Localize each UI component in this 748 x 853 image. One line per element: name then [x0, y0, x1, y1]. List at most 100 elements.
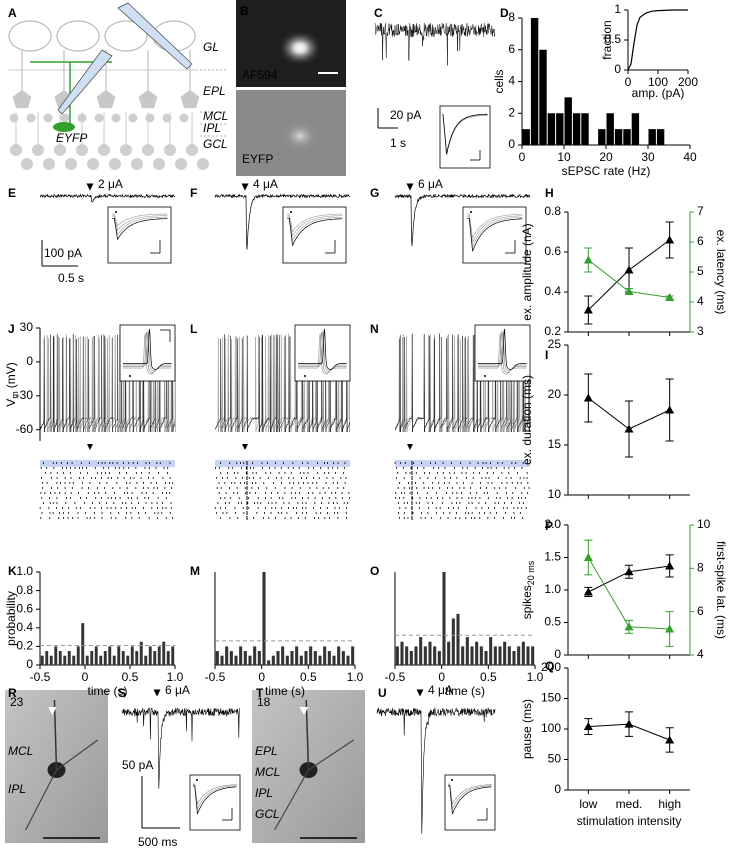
panel-label: U [378, 686, 387, 700]
inset-trace [467, 217, 523, 252]
y-axis-label-text: ex. amplitude (nA) [520, 223, 534, 320]
y-tick-label: 1 [614, 2, 621, 16]
bar [40, 655, 44, 665]
bar [117, 646, 121, 665]
x-tick-label: 0 [82, 670, 89, 684]
x-tick-label: 0 [519, 150, 526, 164]
y-axis-label-text: pause (ms) [520, 699, 534, 759]
stim-dot [484, 375, 486, 377]
y-tick-label: 10 [548, 487, 562, 501]
bar [623, 129, 631, 145]
granule-cell [32, 144, 44, 156]
y-tick-label: 0.6 [16, 601, 33, 615]
x-tick-label: 0 [258, 670, 265, 684]
average-trace [442, 113, 488, 155]
mcl-cell [128, 113, 138, 123]
pipette [57, 49, 113, 115]
y-axis-label-text: spikes [520, 585, 534, 619]
x-tick-label: -0.5 [385, 670, 406, 684]
layer-label: MCL [255, 765, 280, 779]
evoked-trace [39, 193, 176, 203]
y-tick-label: 0 [614, 62, 621, 76]
bar [103, 651, 107, 665]
bar [405, 646, 409, 665]
inset-spike [298, 328, 347, 370]
granule-cell [164, 144, 176, 156]
panel-label: S [118, 686, 126, 700]
bar [225, 646, 229, 665]
granule-cell [175, 158, 187, 170]
y-axis-label-text: cells [492, 69, 506, 93]
bar [67, 651, 71, 665]
y-tick-label: 15 [548, 437, 562, 451]
granule-cell [76, 144, 88, 156]
bar [81, 623, 85, 665]
bar [521, 641, 525, 665]
bar [153, 651, 157, 665]
y-tick-label: 1.0 [544, 582, 561, 596]
y-axis-label: ex. duration (ms) [520, 375, 534, 465]
stimulus-marker [87, 444, 93, 450]
mcl-cell [94, 113, 104, 123]
scale-label: 1 s [390, 136, 406, 150]
y2-axis-label: first-spike lat. (ms) [714, 541, 728, 639]
raster-band [215, 460, 350, 467]
bar [556, 113, 564, 145]
scale-label: 100 pA [44, 246, 82, 260]
x-tick-label: 0.5 [300, 670, 317, 684]
bar [395, 646, 399, 665]
inset-trace [112, 216, 168, 236]
mitral-cell [138, 90, 158, 109]
y-axis-label: pause (ms) [520, 699, 534, 759]
inset-spike [123, 328, 172, 370]
bar [332, 655, 336, 665]
y-tick-label: 200 [541, 660, 561, 674]
bar [572, 113, 581, 145]
bar [470, 646, 474, 665]
scale-label: 50 pA [122, 758, 153, 772]
marker [583, 305, 593, 314]
bar [456, 613, 460, 665]
x-tick-label: 0.5 [122, 670, 139, 684]
inset-trace [112, 217, 168, 241]
bar [112, 655, 116, 665]
x-axis-label: time (s) [88, 684, 128, 698]
y-tick-label: 0.4 [544, 284, 561, 298]
granule-cell [98, 144, 110, 156]
bar [419, 637, 423, 665]
y2-axis-label: ex. latency (ms) [714, 230, 728, 315]
bar [130, 646, 134, 665]
cell-number: 23 [10, 695, 24, 709]
bar [493, 646, 497, 665]
bar [304, 651, 308, 665]
x-axis-label: amp. (pA) [632, 86, 685, 100]
bar [346, 655, 350, 665]
glomerulus [56, 20, 100, 52]
bar [243, 651, 247, 665]
y-tick-label: 0.5 [544, 615, 561, 629]
labeled-cell [53, 122, 75, 132]
bar [309, 646, 313, 665]
cell-label: EYFP [56, 131, 87, 145]
layer-label: EPL [203, 84, 226, 98]
marker [624, 265, 634, 274]
bar [139, 641, 143, 665]
y-axis-label-text: V [4, 399, 18, 407]
layer-label: IPL [255, 786, 273, 800]
mitral-cell [12, 90, 32, 109]
marker [583, 587, 593, 596]
dendrite [305, 699, 310, 771]
inset-trace [467, 213, 523, 239]
stimulus-marker [416, 689, 424, 697]
bar [166, 651, 170, 665]
bar [341, 651, 345, 665]
marker [665, 561, 675, 570]
marker [624, 719, 634, 728]
bar [517, 646, 521, 665]
panel-label: Q [545, 659, 554, 673]
image-label: EYFP [242, 152, 273, 166]
panel-label: D [500, 6, 509, 20]
mcl-cell [9, 113, 19, 123]
granule-cell [153, 158, 165, 170]
y-tick-label: 50 [548, 752, 562, 766]
